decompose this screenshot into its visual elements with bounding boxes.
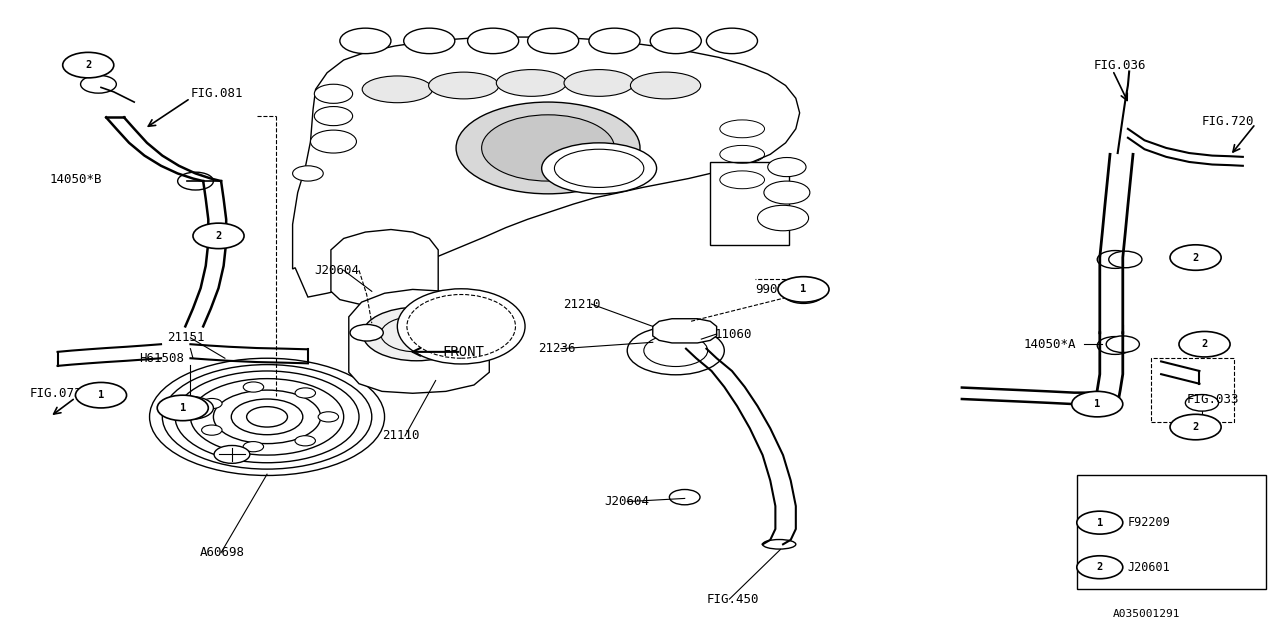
Text: F92209: F92209 bbox=[1128, 516, 1171, 529]
Circle shape bbox=[669, 490, 700, 505]
Text: FIG.081: FIG.081 bbox=[191, 87, 243, 100]
Circle shape bbox=[311, 130, 356, 153]
Circle shape bbox=[214, 445, 250, 463]
Circle shape bbox=[81, 76, 116, 93]
Circle shape bbox=[362, 307, 470, 361]
Circle shape bbox=[340, 28, 390, 54]
Text: FIG.450: FIG.450 bbox=[707, 593, 759, 605]
Circle shape bbox=[707, 28, 758, 54]
Circle shape bbox=[1097, 250, 1133, 268]
Text: J20601: J20601 bbox=[1128, 561, 1171, 573]
Circle shape bbox=[293, 166, 324, 181]
Text: 2: 2 bbox=[1202, 339, 1207, 349]
Text: 21110: 21110 bbox=[381, 429, 420, 442]
Text: FIG.720: FIG.720 bbox=[1202, 115, 1254, 128]
Ellipse shape bbox=[397, 289, 525, 364]
Circle shape bbox=[456, 102, 640, 194]
Ellipse shape bbox=[429, 72, 499, 99]
Polygon shape bbox=[653, 319, 717, 343]
Text: 1: 1 bbox=[1094, 399, 1101, 409]
Text: A60698: A60698 bbox=[200, 546, 244, 559]
Text: 2: 2 bbox=[215, 231, 221, 241]
Text: 2: 2 bbox=[1193, 422, 1198, 432]
Circle shape bbox=[349, 324, 383, 341]
Circle shape bbox=[201, 425, 221, 435]
Text: 1: 1 bbox=[97, 390, 104, 400]
Text: 2: 2 bbox=[1097, 563, 1103, 572]
Circle shape bbox=[783, 283, 824, 303]
Text: 14050*A: 14050*A bbox=[1023, 338, 1075, 351]
Text: J20604: J20604 bbox=[315, 264, 360, 276]
Text: J20601: J20601 bbox=[1135, 563, 1176, 572]
Circle shape bbox=[1076, 556, 1123, 579]
Circle shape bbox=[758, 205, 809, 231]
Ellipse shape bbox=[362, 76, 433, 102]
Text: 2: 2 bbox=[1193, 253, 1198, 262]
Circle shape bbox=[1185, 394, 1219, 411]
Ellipse shape bbox=[763, 540, 796, 549]
Text: J20604: J20604 bbox=[604, 495, 649, 508]
Circle shape bbox=[467, 28, 518, 54]
Circle shape bbox=[63, 52, 114, 78]
Circle shape bbox=[168, 396, 214, 419]
Circle shape bbox=[1097, 337, 1133, 355]
Text: F92209: F92209 bbox=[1135, 518, 1176, 527]
Text: H61508: H61508 bbox=[140, 352, 184, 365]
Text: 99078: 99078 bbox=[755, 283, 792, 296]
Circle shape bbox=[481, 115, 614, 181]
Text: FIG.073: FIG.073 bbox=[29, 387, 82, 400]
Text: 1: 1 bbox=[800, 284, 806, 294]
Circle shape bbox=[527, 28, 579, 54]
Text: FIG.036: FIG.036 bbox=[1093, 59, 1146, 72]
Circle shape bbox=[1179, 332, 1230, 357]
Circle shape bbox=[764, 181, 810, 204]
Circle shape bbox=[627, 326, 724, 375]
Circle shape bbox=[76, 383, 127, 408]
Text: 21210: 21210 bbox=[563, 298, 600, 310]
Text: A035001291: A035001291 bbox=[1112, 609, 1180, 620]
Circle shape bbox=[1170, 414, 1221, 440]
Circle shape bbox=[1170, 245, 1221, 270]
Circle shape bbox=[150, 358, 384, 476]
Text: 2: 2 bbox=[84, 60, 91, 70]
Circle shape bbox=[315, 106, 352, 125]
Circle shape bbox=[589, 28, 640, 54]
Circle shape bbox=[1108, 251, 1142, 268]
Circle shape bbox=[243, 382, 264, 392]
Circle shape bbox=[768, 157, 806, 177]
Polygon shape bbox=[348, 289, 489, 394]
Circle shape bbox=[157, 395, 209, 420]
Text: FIG.033: FIG.033 bbox=[1187, 393, 1239, 406]
Ellipse shape bbox=[497, 70, 567, 97]
Text: FRONT: FRONT bbox=[442, 345, 484, 359]
Ellipse shape bbox=[564, 70, 635, 97]
Circle shape bbox=[778, 276, 829, 302]
Circle shape bbox=[315, 84, 352, 103]
Circle shape bbox=[193, 223, 244, 248]
Ellipse shape bbox=[541, 143, 657, 194]
Circle shape bbox=[195, 227, 230, 245]
Text: 21151: 21151 bbox=[168, 332, 205, 344]
Bar bbox=[1076, 476, 1266, 589]
Text: 11060: 11060 bbox=[714, 328, 751, 340]
Circle shape bbox=[650, 28, 701, 54]
Polygon shape bbox=[332, 230, 438, 307]
Circle shape bbox=[296, 388, 315, 398]
Circle shape bbox=[403, 28, 454, 54]
FancyBboxPatch shape bbox=[710, 162, 790, 245]
Circle shape bbox=[294, 436, 315, 446]
Text: 14050*B: 14050*B bbox=[50, 173, 102, 186]
Text: 1: 1 bbox=[179, 403, 186, 413]
Ellipse shape bbox=[631, 72, 700, 99]
Circle shape bbox=[1076, 511, 1123, 534]
Circle shape bbox=[319, 412, 339, 422]
Circle shape bbox=[243, 442, 264, 452]
Circle shape bbox=[178, 172, 214, 190]
Circle shape bbox=[1106, 336, 1139, 353]
Text: 1: 1 bbox=[1097, 518, 1103, 527]
Circle shape bbox=[1071, 392, 1123, 417]
Circle shape bbox=[202, 399, 221, 409]
Text: 21236: 21236 bbox=[538, 342, 575, 355]
